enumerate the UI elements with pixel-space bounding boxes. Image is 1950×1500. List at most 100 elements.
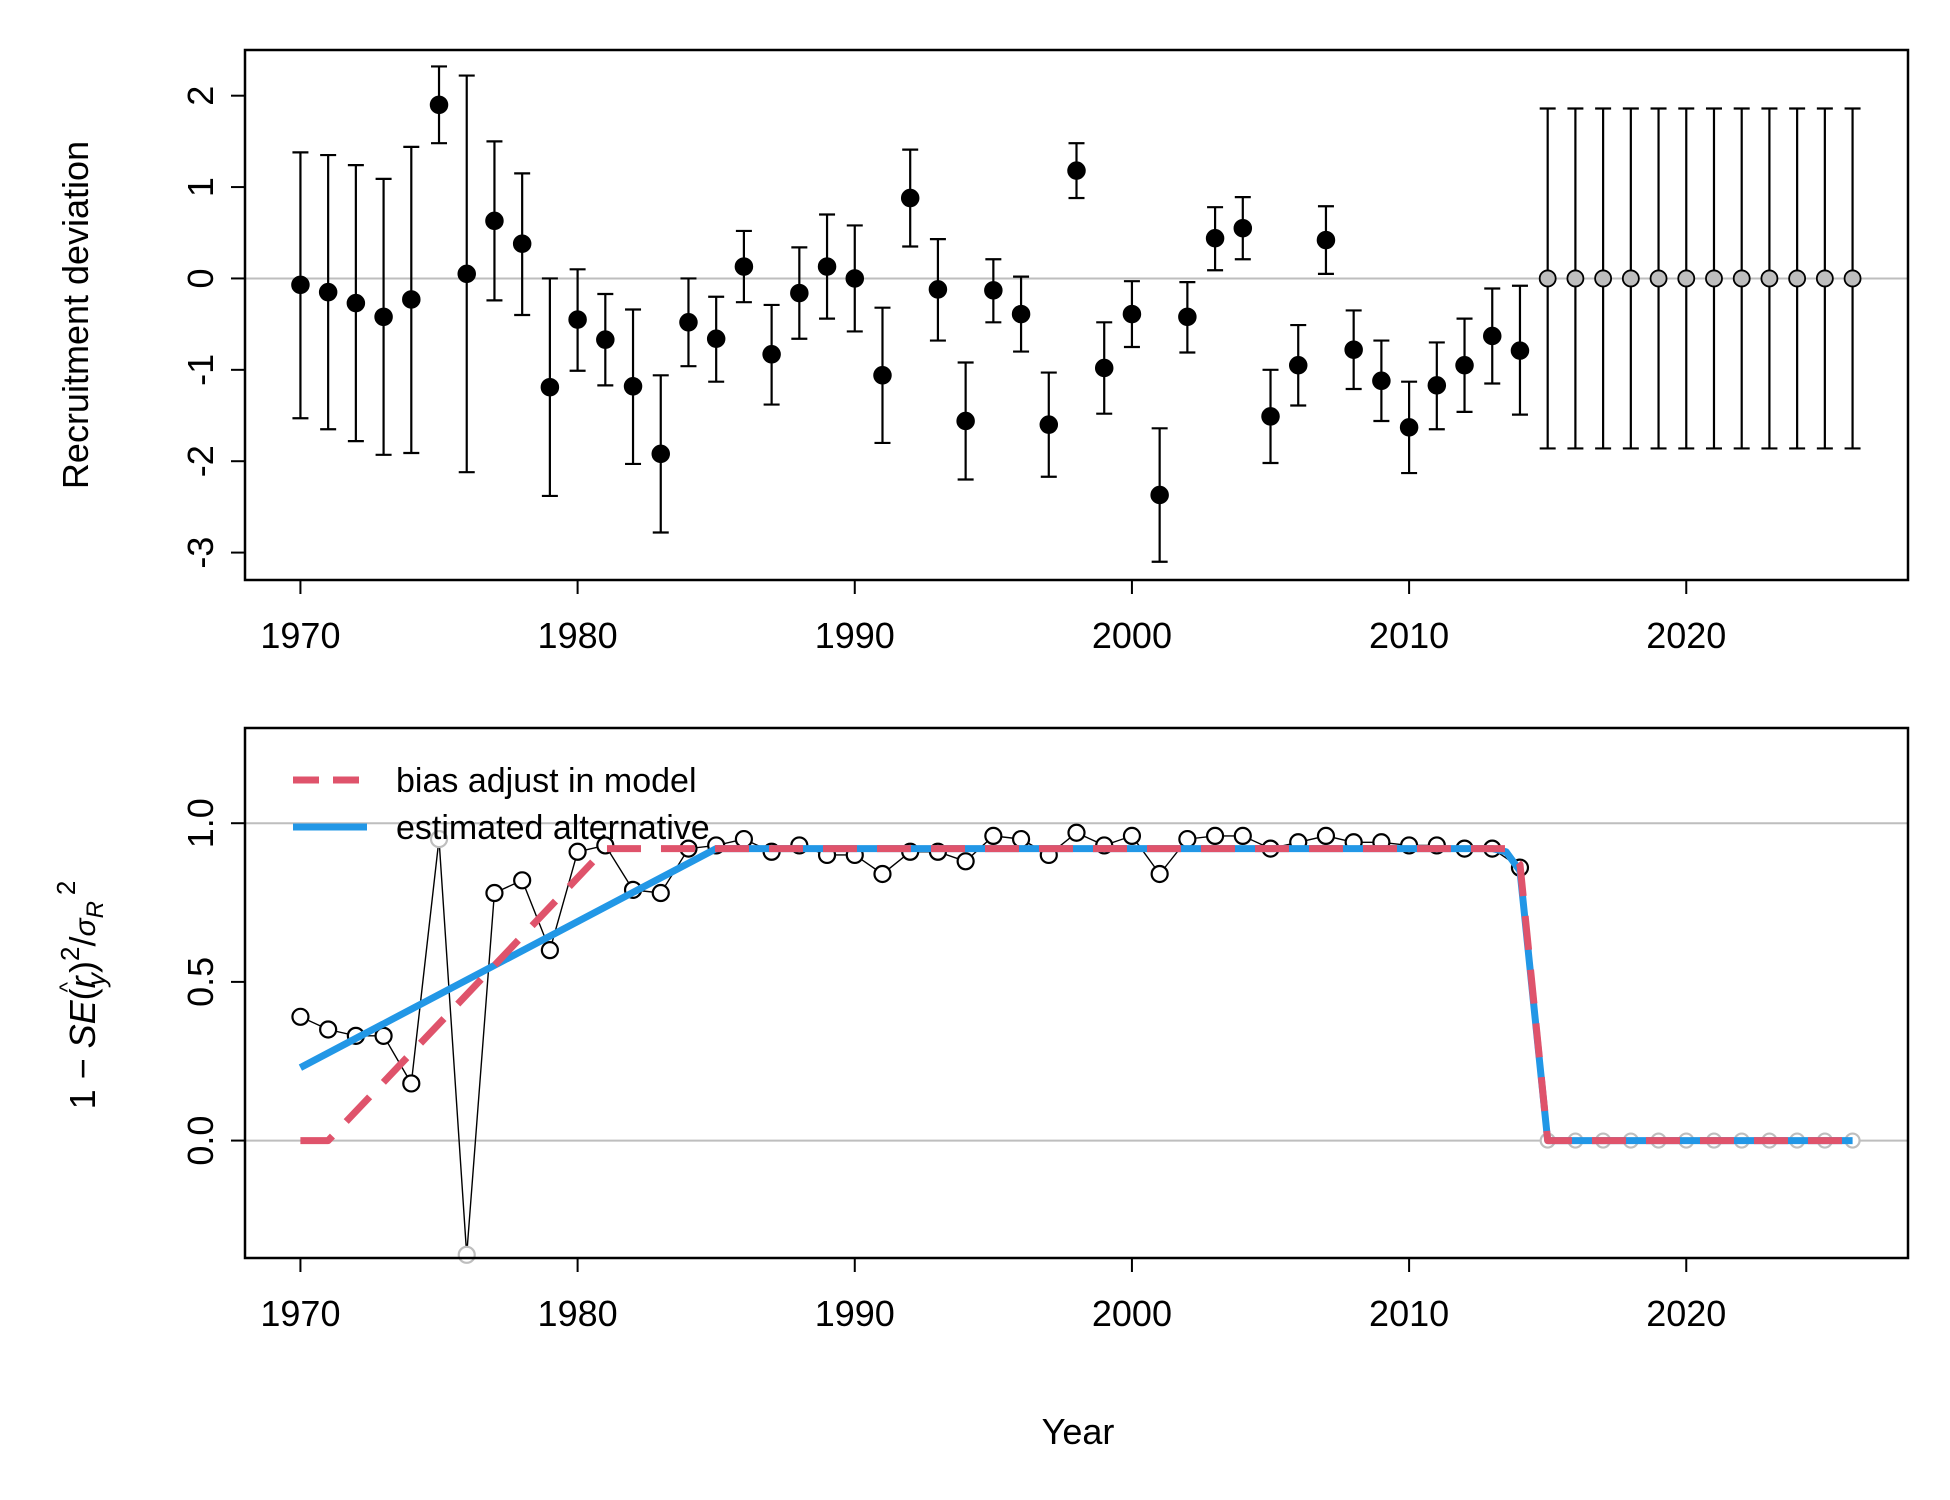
ylabel-sigma: σ — [69, 917, 102, 937]
projected-point-2026 — [1845, 270, 1861, 286]
ylabel-se: SE — [62, 999, 103, 1048]
ratio-point-1976 — [459, 1247, 475, 1263]
bottom-x-tick-label-2000: 2000 — [1092, 1293, 1172, 1334]
projected-point-2021 — [1706, 270, 1722, 286]
legend-label-1: estimated alternative — [396, 809, 710, 847]
deviation-point-2011 — [1428, 377, 1445, 394]
top-y-axis: -3 -2 -1 0 1 2 — [180, 86, 245, 569]
deviation-point-1980 — [569, 311, 586, 328]
deviation-point-1996 — [1013, 306, 1030, 323]
bottom-series-lines — [300, 849, 1852, 1141]
deviation-point-1994 — [957, 413, 974, 430]
projected-point-2020 — [1678, 270, 1694, 286]
ratio-point-1971 — [320, 1021, 336, 1037]
ratio-point-1974 — [403, 1075, 419, 1091]
ratio-point-2002 — [1179, 831, 1195, 847]
top-x-tick-label-1970: 1970 — [260, 615, 340, 656]
bottom-y-axis: 0.0 0.5 1.0 — [180, 798, 245, 1165]
ylabel-sub-R: R — [82, 901, 109, 918]
x-axis-label: Year — [1042, 1411, 1115, 1452]
deviation-point-1985 — [708, 330, 725, 347]
bottom-x-tick-label-1980: 1980 — [538, 1293, 618, 1334]
projected-point-2023 — [1761, 270, 1777, 286]
ylabel-sq1: 2 — [55, 947, 85, 961]
bottom-points — [292, 825, 1859, 1263]
ratio-point-2004 — [1235, 828, 1251, 844]
deviation-point-1987 — [763, 346, 780, 363]
ratio-point-2007 — [1318, 828, 1334, 844]
deviation-point-2013 — [1484, 328, 1501, 345]
top-error-bars — [292, 66, 1860, 561]
deviation-point-1997 — [1040, 416, 1057, 433]
ratio-point-1983 — [653, 885, 669, 901]
bottom-x-tick-label-2020: 2020 — [1646, 1293, 1726, 1334]
bottom-y-tick-label-0: 0.0 — [180, 1116, 221, 1166]
deviation-point-2000 — [1123, 306, 1140, 323]
projected-point-2022 — [1734, 270, 1750, 286]
deviation-point-1978 — [514, 235, 531, 252]
top-x-tick-label-2020: 2020 — [1646, 615, 1726, 656]
deviation-point-1998 — [1068, 162, 1085, 179]
deviation-point-1971 — [320, 284, 337, 301]
ylabel-sq2: 2 — [51, 881, 81, 895]
projected-point-2025 — [1817, 270, 1833, 286]
top-x-axis: 1970 1980 1990 2000 2010 2020 — [260, 580, 1726, 656]
deviation-point-1975 — [431, 96, 448, 113]
projected-point-2015 — [1540, 270, 1556, 286]
ratio-point-1991 — [874, 866, 890, 882]
deviation-point-1989 — [819, 258, 836, 275]
bottom-x-axis: 1970 1980 1990 2000 2010 2020 — [260, 1258, 1726, 1334]
deviation-point-2008 — [1345, 341, 1362, 358]
ratio-point-1986 — [736, 831, 752, 847]
ratio-point-1978 — [514, 872, 530, 888]
deviation-point-1992 — [902, 190, 919, 207]
bottom-y-axis-label: 1 − SE(r^y)2/σR2 — [51, 881, 111, 1110]
recruitment-deviation-panel: 1970 1980 1990 2000 2010 2020 -3 -2 -1 0 1 2 Recru… — [55, 50, 1908, 656]
bottom-y-tick-label-1: 1.0 — [180, 798, 221, 848]
top-y-axis-label: Recruitment deviation — [55, 141, 96, 489]
ratio-point-1994 — [958, 853, 974, 869]
top-y-tick-label--1: -1 — [180, 354, 221, 386]
deviation-point-1973 — [375, 308, 392, 325]
top-x-tick-label-2010: 2010 — [1369, 615, 1449, 656]
bottom-plot-frame — [245, 728, 1908, 1258]
top-x-tick-label-1980: 1980 — [538, 615, 618, 656]
deviation-point-1986 — [735, 258, 752, 275]
series-line-estimated-alternative — [300, 849, 1852, 1141]
deviation-point-1982 — [625, 378, 642, 395]
ylabel-hat: ^ — [55, 981, 80, 992]
deviation-point-1979 — [541, 379, 558, 396]
top-y-tick-label-1: 1 — [180, 177, 221, 197]
deviation-point-2007 — [1317, 232, 1334, 249]
ylabel-close-paren: ) — [62, 961, 103, 973]
top-x-tick-label-1990: 1990 — [815, 615, 895, 656]
deviation-point-1995 — [985, 282, 1002, 299]
ratio-point-1977 — [486, 885, 502, 901]
deviation-point-2002 — [1179, 308, 1196, 325]
top-y-tick-label-0: 0 — [180, 268, 221, 288]
deviation-point-1999 — [1096, 360, 1113, 377]
bottom-x-tick-label-1970: 1970 — [260, 1293, 340, 1334]
deviation-point-1977 — [486, 212, 503, 229]
top-x-tick-label-2000: 2000 — [1092, 615, 1172, 656]
projected-point-2017 — [1595, 270, 1611, 286]
ratio-point-1995 — [985, 828, 1001, 844]
projected-point-2018 — [1623, 270, 1639, 286]
legend-label-0: bias adjust in model — [396, 762, 697, 800]
series-line-bias-adjust-in-model — [300, 849, 1852, 1141]
projected-point-2024 — [1789, 270, 1805, 286]
deviation-point-2005 — [1262, 408, 1279, 425]
deviation-point-1991 — [874, 367, 891, 384]
deviation-point-1990 — [846, 270, 863, 287]
deviation-point-1970 — [292, 276, 309, 293]
ratio-point-1998 — [1069, 825, 1085, 841]
deviation-point-2012 — [1456, 357, 1473, 374]
deviation-point-2006 — [1290, 357, 1307, 374]
deviation-point-2001 — [1151, 487, 1168, 504]
ylabel-prefix: 1 − — [62, 1048, 103, 1109]
deviation-point-2014 — [1511, 342, 1528, 359]
ratio-point-2001 — [1152, 866, 1168, 882]
points-connecting-line — [300, 833, 1520, 1255]
bias-adjustment-panel: bias adjust in model estimated alternativ… — [51, 728, 1908, 1452]
